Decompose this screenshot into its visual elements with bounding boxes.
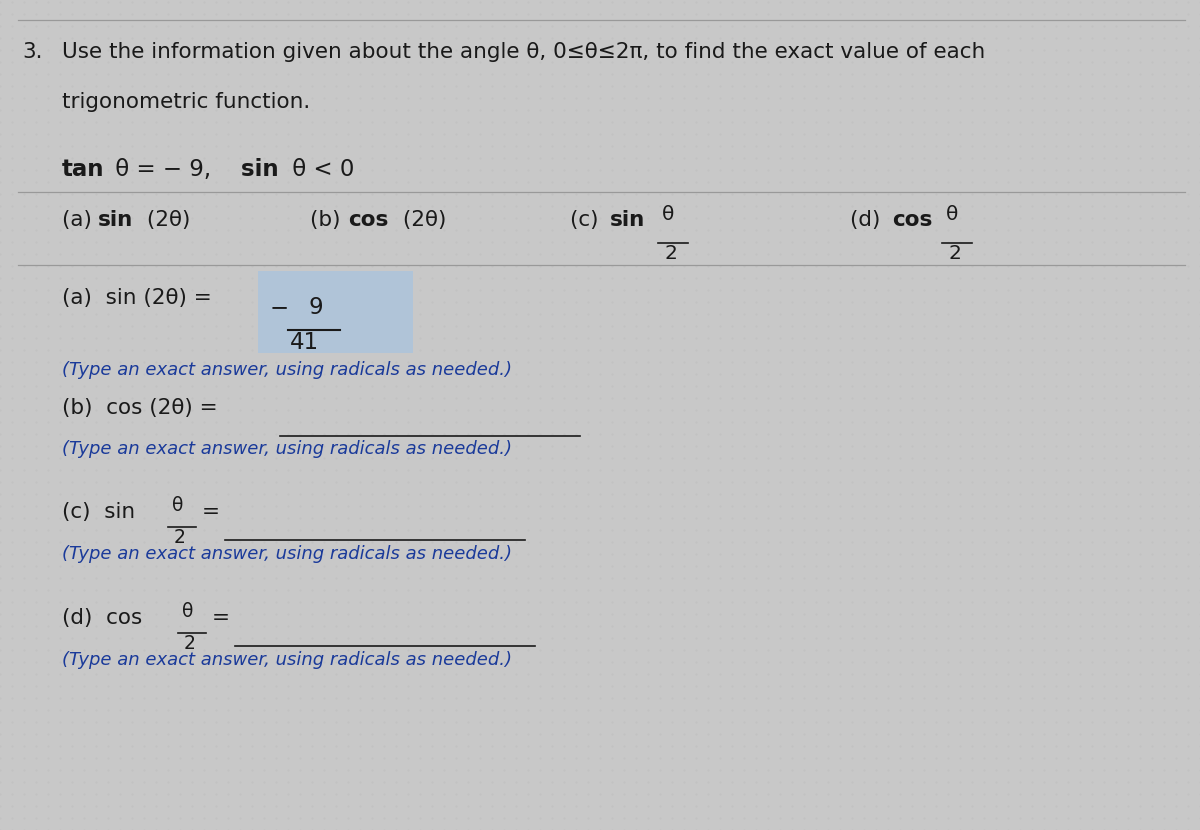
Text: 2: 2	[948, 244, 961, 263]
Text: Use the information given about the angle θ, 0≤θ≤2π, to find the exact value of : Use the information given about the angl…	[62, 42, 985, 62]
Text: (a): (a)	[62, 210, 98, 230]
Text: θ < 0: θ < 0	[286, 158, 354, 181]
Text: θ: θ	[182, 602, 193, 621]
Text: sin: sin	[610, 210, 646, 230]
Text: θ = − 9,: θ = − 9,	[108, 158, 211, 181]
Text: cos: cos	[892, 210, 932, 230]
Text: θ: θ	[946, 205, 959, 224]
Text: (Type an exact answer, using radicals as needed.): (Type an exact answer, using radicals as…	[62, 545, 512, 563]
Text: =: =	[202, 502, 220, 522]
Text: 3.: 3.	[22, 42, 42, 62]
Text: 9: 9	[308, 296, 323, 319]
Text: tan: tan	[62, 158, 104, 181]
Text: cos: cos	[348, 210, 389, 230]
Text: sin: sin	[226, 158, 278, 181]
Text: (2θ): (2θ)	[140, 210, 191, 230]
Text: sin: sin	[98, 210, 133, 230]
Text: (b)  cos (2θ) =: (b) cos (2θ) =	[62, 398, 217, 418]
Text: θ: θ	[662, 205, 674, 224]
Text: 2: 2	[184, 634, 196, 653]
Text: (c): (c)	[570, 210, 605, 230]
Text: (Type an exact answer, using radicals as needed.): (Type an exact answer, using radicals as…	[62, 440, 512, 458]
Text: trigonometric function.: trigonometric function.	[62, 92, 311, 112]
Text: (2θ): (2θ)	[396, 210, 446, 230]
FancyBboxPatch shape	[258, 271, 413, 353]
Text: θ: θ	[172, 496, 184, 515]
Text: (Type an exact answer, using radicals as needed.): (Type an exact answer, using radicals as…	[62, 651, 512, 669]
Text: =: =	[212, 608, 230, 628]
Text: 2: 2	[174, 528, 186, 547]
Text: −: −	[270, 296, 289, 319]
Text: (d)  cos: (d) cos	[62, 608, 143, 628]
Text: (a)  sin (2θ) =: (a) sin (2θ) =	[62, 288, 211, 308]
Text: (c)  sin: (c) sin	[62, 502, 136, 522]
Text: (b): (b)	[310, 210, 347, 230]
Text: (d): (d)	[850, 210, 887, 230]
Text: 41: 41	[290, 331, 319, 354]
Text: (Type an exact answer, using radicals as needed.): (Type an exact answer, using radicals as…	[62, 361, 512, 379]
Text: 2: 2	[664, 244, 677, 263]
